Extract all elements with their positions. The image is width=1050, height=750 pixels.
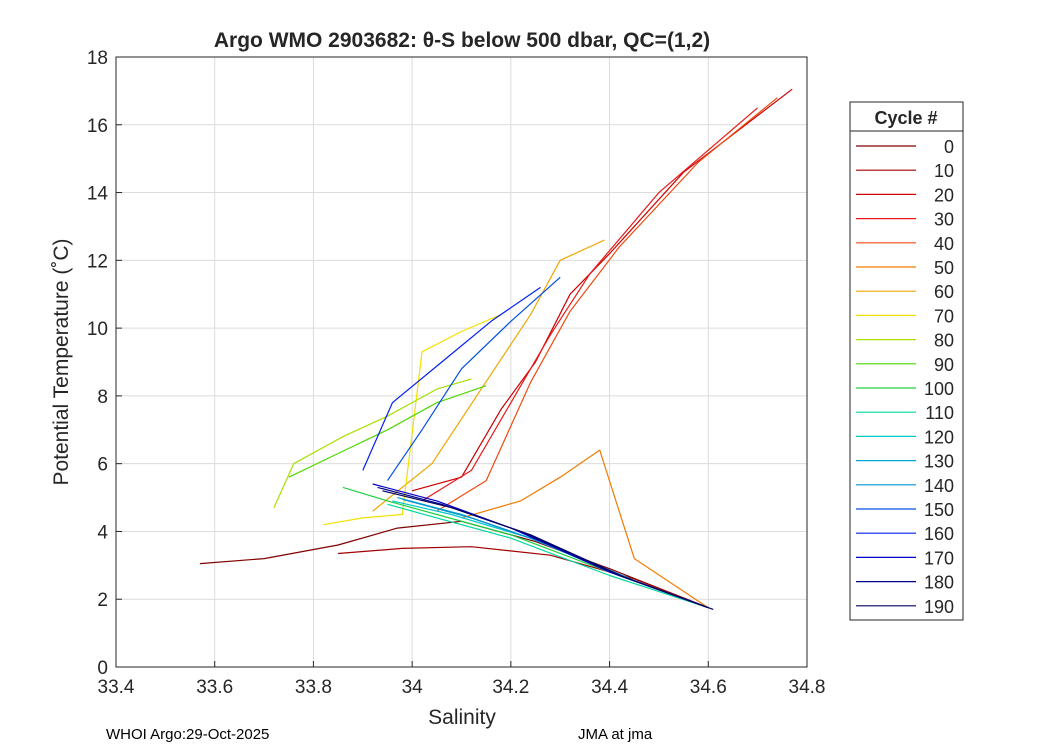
legend-label: 160: [924, 524, 954, 544]
x-tick-label: 33.4: [98, 677, 135, 698]
series-line-cycle-30: [421, 107, 758, 502]
y-axis-ticks: 0 2 4 6 8 10 12 14 16 18: [87, 48, 122, 679]
legend-label: 40: [934, 234, 954, 254]
legend-label: 60: [934, 282, 954, 302]
legend-label: 110: [925, 403, 954, 423]
legend-items: 0 10 20 30 40 50 60 70 80 90 100 110 120 130 140 150 160…: [856, 137, 954, 617]
series-line-cycle-80: [273, 378, 472, 508]
legend-label: 150: [924, 500, 954, 520]
series-line-cycle-190: [382, 490, 714, 610]
x-tick-label: 34: [402, 677, 424, 698]
series-line-cycle-40: [436, 97, 778, 512]
series-line-cycle-110: [387, 503, 709, 609]
y-tick-label: 10: [87, 319, 108, 340]
legend-label: 0: [944, 137, 954, 157]
y-tick-label: 4: [97, 522, 108, 543]
y-tick-label: 18: [87, 48, 108, 69]
data-series: [199, 88, 793, 610]
series-line-cycle-20: [411, 88, 793, 492]
legend-label: 80: [934, 331, 954, 351]
y-tick-label: 0: [97, 658, 108, 679]
y-tick-label: 16: [87, 116, 108, 137]
legend-label: 180: [924, 573, 954, 593]
legend-label: 140: [924, 476, 954, 496]
footer-credit: WHOI Argo:29-Oct-2025: [106, 726, 270, 743]
legend-label: 170: [924, 548, 954, 568]
series-line-cycle-10: [338, 546, 709, 609]
legend-label: 10: [934, 161, 954, 181]
series-line-cycle-160: [362, 286, 541, 471]
x-tick-label: 34.6: [690, 677, 727, 698]
legend-label: 130: [924, 452, 954, 472]
legend-label: 70: [934, 306, 954, 326]
plot-background: [116, 57, 807, 667]
y-tick-label: 6: [97, 455, 108, 476]
y-tick-label: 2: [97, 590, 108, 611]
x-tick-label: 34.4: [591, 677, 628, 698]
legend-label: 20: [934, 185, 954, 205]
y-tick-label: 8: [97, 387, 108, 408]
x-axis-ticks: 33.4 33.6 33.8 34 34.2 34.4 34.6 34.8: [98, 661, 826, 698]
x-tick-label: 34.8: [789, 677, 826, 698]
y-tick-label: 12: [87, 251, 108, 272]
plot-frame: [115, 56, 808, 668]
legend-label: 100: [924, 379, 954, 399]
legend-label: 190: [924, 597, 954, 617]
y-axis-label: Potential Temperature (˚C): [50, 238, 73, 485]
y-tick-label: 14: [87, 184, 109, 205]
legend-title: Cycle #: [874, 108, 937, 128]
series-line-cycle-150: [387, 276, 561, 481]
x-axis-label: Salinity: [428, 706, 496, 729]
legend: Cycle # 0 10 20 30 40 50 60 70 80 90 100 110 120 130 1…: [849, 101, 964, 621]
footer-source: JMA at jma: [578, 726, 653, 743]
legend-label: 50: [934, 258, 954, 278]
legend-label: 120: [924, 427, 954, 447]
series-line-cycle-60: [372, 239, 605, 512]
x-tick-label: 33.6: [196, 677, 233, 698]
chart-title: Argo WMO 2903682: θ-S below 500 dbar, QC…: [214, 29, 710, 52]
legend-label: 90: [934, 355, 954, 375]
x-tick-label: 33.8: [295, 677, 332, 698]
x-tick-label: 34.2: [492, 677, 529, 698]
series-line-cycle-50: [461, 449, 709, 609]
series-line-cycle-70: [323, 314, 502, 526]
legend-label: 30: [934, 210, 954, 230]
series-line-cycle-0: [199, 520, 709, 609]
plot-area: 33.4 33.6 33.8 34 34.2 34.4 34.6 34.8 0 2 4 6 8 10 12…: [87, 48, 826, 698]
series-line-cycle-90: [288, 385, 487, 478]
